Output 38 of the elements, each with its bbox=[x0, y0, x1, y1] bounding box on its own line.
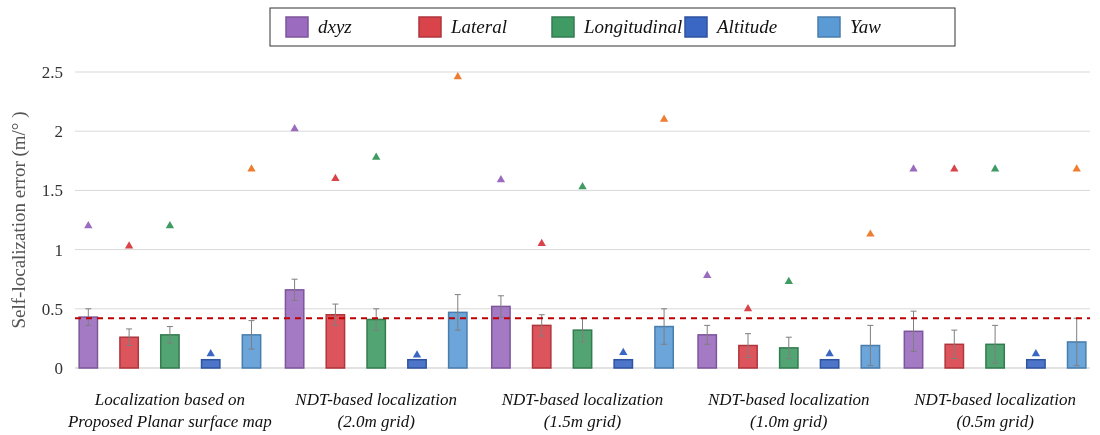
x-tick-label: NDT-based localization (1.0m grid) bbox=[706, 390, 870, 431]
y-tick-label: 0 bbox=[54, 358, 63, 378]
y-tick-label: 0.5 bbox=[41, 299, 63, 319]
bar bbox=[778, 347, 799, 369]
legend-label: Lateral bbox=[450, 16, 507, 37]
legend-label: dxyz bbox=[318, 16, 353, 37]
y-tick-label: 2.5 bbox=[41, 62, 63, 82]
bar bbox=[860, 344, 881, 369]
bar bbox=[119, 336, 140, 369]
x-tick-label: NDT-based localization (2.0m grid) bbox=[294, 390, 458, 431]
x-tick-label: Localization based on Proposed Planar surface map bbox=[66, 390, 272, 431]
bar bbox=[613, 358, 634, 369]
bar bbox=[159, 334, 180, 369]
legend-label: Altitude bbox=[715, 16, 778, 37]
bar bbox=[572, 329, 593, 369]
bar bbox=[697, 334, 718, 369]
y-axis-title: Self-localization error (m/° ) bbox=[8, 111, 30, 329]
bar bbox=[366, 318, 387, 369]
x-tick-label: NDT-based localization (0.5m grid) bbox=[913, 390, 1076, 431]
bar bbox=[1066, 341, 1087, 369]
bar bbox=[447, 311, 468, 369]
legend-label: Longitudinal bbox=[583, 16, 683, 37]
y-tick-label: 2 bbox=[54, 122, 63, 142]
bar bbox=[654, 325, 675, 369]
x-tick-label: NDT-based localization (1.5m grid) bbox=[500, 390, 664, 431]
legend-label: Yaw bbox=[850, 16, 882, 37]
y-tick-label: 1.5 bbox=[41, 181, 63, 201]
bar bbox=[738, 344, 758, 369]
bar bbox=[944, 343, 965, 369]
bar bbox=[325, 313, 346, 369]
y-tick-label: 1 bbox=[54, 240, 63, 260]
bar bbox=[903, 330, 924, 369]
bar bbox=[241, 334, 262, 369]
bar bbox=[490, 305, 511, 369]
bar bbox=[284, 289, 305, 369]
bar bbox=[78, 316, 99, 369]
bar bbox=[531, 324, 552, 369]
bar bbox=[985, 343, 1006, 369]
